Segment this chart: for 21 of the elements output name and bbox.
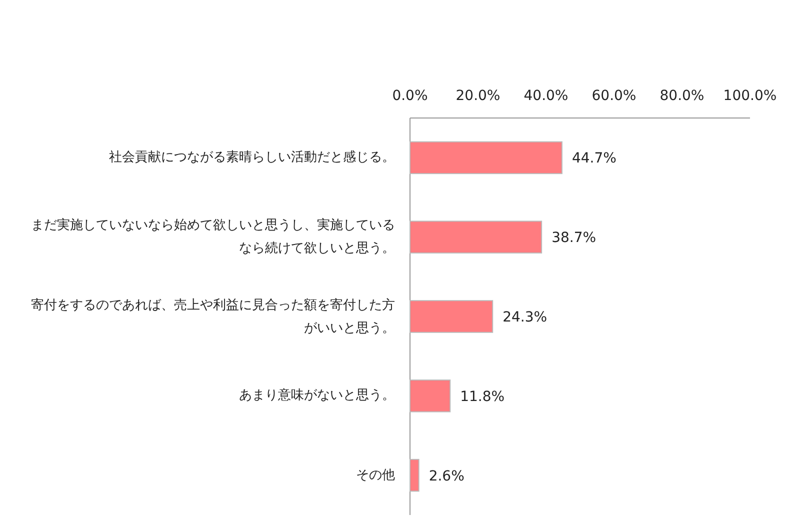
x-tick-label: 60.0% [592,88,636,104]
y-tick-label: 寄付をするのであれば、売上や利益に見合った額を寄付した方がいいと思う。 [30,296,395,338]
x-tick-label: 40.0% [524,88,568,104]
x-tick-label: 0.0% [392,88,428,104]
bar [410,141,562,174]
bar [410,220,542,254]
y-tick-label: 社会貢献につながる素晴らしい活動だと感じる。 [109,149,395,168]
x-tick-label: 100.0% [723,88,777,104]
x-tick-label: 20.0% [456,88,500,104]
data-label: 11.8% [460,388,505,405]
x-tick-label: 80.0% [660,88,704,104]
data-label: 38.7% [552,230,596,246]
data-label: 44.7% [572,150,616,167]
bar [410,300,494,333]
data-label: 2.6% [428,468,464,484]
bar [410,458,420,492]
y-tick-label: まだ実施していないなら始めて欲しいと思うし、実施しているなら続けて欲しいと思う。 [30,217,395,258]
data-label: 24.3% [502,310,548,326]
y-tick-label: あまり意味がないと思う。 [239,387,395,406]
y-tick-label: その他 [356,466,395,485]
bar [410,380,451,412]
